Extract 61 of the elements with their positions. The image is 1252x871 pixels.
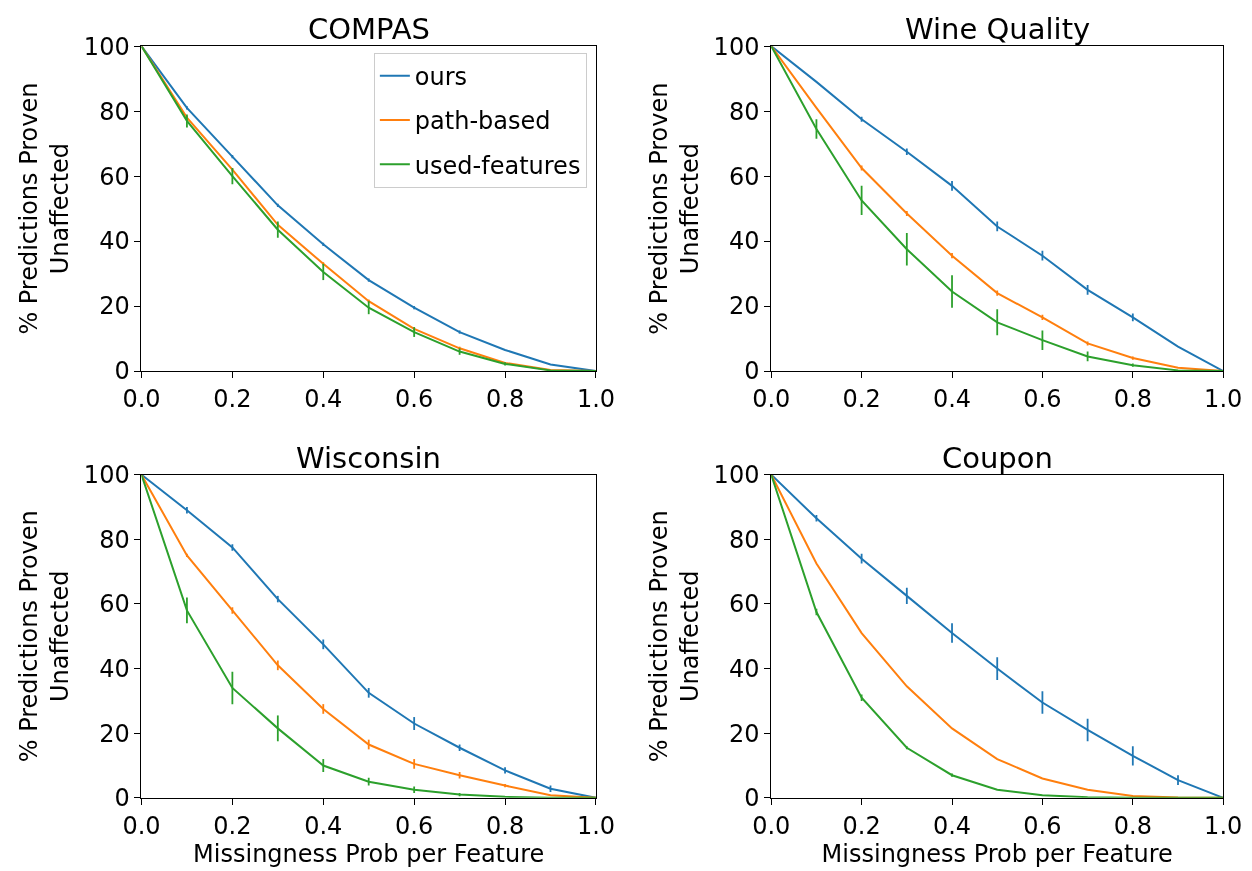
y-tick-label: 100 — [83, 32, 130, 61]
x-tick-label: 0.2 — [842, 811, 881, 840]
x-tick-label: 0.0 — [122, 384, 161, 413]
y-tick-label: 20 — [99, 719, 130, 748]
y-tick-label: 0 — [114, 357, 130, 386]
chart-title: Wine Quality — [905, 12, 1091, 46]
y-tick-label: 80 — [728, 525, 760, 554]
chart-title: Wisconsin — [296, 441, 441, 475]
x-tick-label: 1.0 — [1204, 811, 1243, 840]
x-axis-title: Missingness Prob per Feature — [821, 839, 1173, 868]
x-tick-label: 0.0 — [752, 384, 791, 413]
y-tick-label: 100 — [713, 461, 760, 490]
y-axis-title: % Predictions Proven Unaffected — [644, 510, 704, 763]
y-tick-label: 100 — [83, 461, 130, 490]
y-tick-label: 80 — [99, 525, 130, 554]
y-tick-label: 40 — [728, 654, 760, 683]
y-tick-label: 0 — [744, 357, 760, 386]
chart-title: COMPAS — [308, 12, 430, 46]
y-tick-label: 40 — [99, 227, 130, 256]
x-tick-label: 1.0 — [576, 384, 616, 413]
y-tick-label: 80 — [728, 97, 760, 126]
y-tick-label: 80 — [99, 97, 130, 126]
x-tick-label: 0.8 — [1113, 811, 1152, 840]
y-tick-label: 60 — [728, 162, 760, 191]
x-tick-label: 0.0 — [752, 811, 791, 840]
x-tick-label: 0.4 — [304, 384, 343, 413]
y-tick-label: 20 — [728, 719, 760, 748]
x-tick-label: 0.6 — [395, 384, 434, 413]
legend-label: ours — [414, 63, 468, 92]
y-tick-label: 100 — [713, 32, 760, 61]
x-tick-label: 0.2 — [213, 811, 252, 840]
x-tick-label: 0.4 — [304, 811, 343, 840]
y-tick-label: 0 — [114, 784, 130, 813]
y-tick-label: 60 — [728, 590, 760, 619]
x-tick-label: 0.0 — [122, 811, 161, 840]
y-tick-label: 0 — [744, 784, 760, 813]
y-axis-title: % Predictions Proven Unaffected — [14, 510, 74, 763]
x-tick-label: 0.4 — [932, 811, 972, 840]
x-tick-label: 0.4 — [932, 384, 972, 413]
y-tick-label: 20 — [99, 292, 130, 321]
x-tick-label: 0.2 — [213, 384, 252, 413]
y-axis-title: % Predictions Proven Unaffected — [644, 82, 704, 335]
x-tick-label: 0.6 — [1023, 811, 1062, 840]
y-tick-label: 40 — [728, 227, 760, 256]
x-tick-label: 1.0 — [1204, 384, 1243, 413]
x-tick-label: 0.6 — [395, 811, 434, 840]
x-tick-label: 1.0 — [576, 811, 616, 840]
x-tick-label: 0.6 — [1023, 384, 1062, 413]
x-tick-label: 0.8 — [1113, 384, 1152, 413]
y-axis-title: % Predictions Proven Unaffected — [14, 82, 74, 335]
legend-label: path-based — [414, 107, 551, 136]
y-tick-label: 20 — [728, 292, 760, 321]
legend-label: used-features — [414, 151, 581, 180]
x-tick-label: 0.8 — [485, 384, 525, 413]
chart-title: Coupon — [942, 441, 1053, 475]
x-tick-label: 0.8 — [485, 811, 525, 840]
y-tick-label: 60 — [99, 590, 130, 619]
y-tick-label: 60 — [99, 162, 130, 191]
x-axis-title: Missingness Prob per Feature — [193, 839, 545, 868]
x-tick-label: 0.2 — [842, 384, 881, 413]
y-tick-label: 40 — [99, 654, 130, 683]
